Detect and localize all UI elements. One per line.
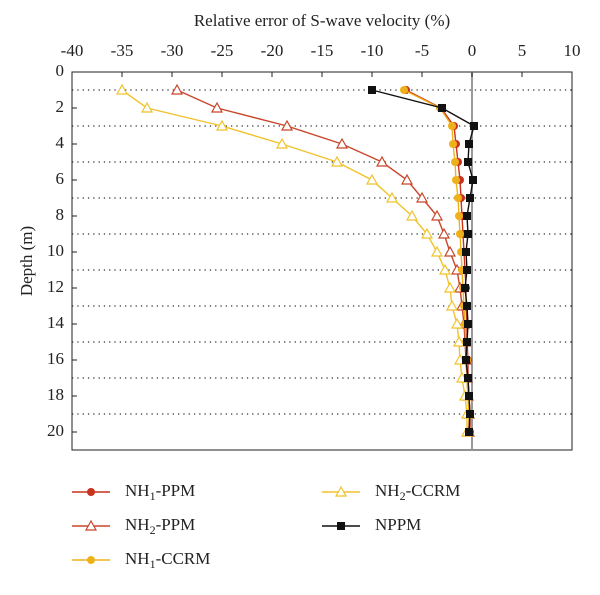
data-point xyxy=(464,158,472,166)
data-point xyxy=(465,428,473,436)
data-point xyxy=(400,173,414,185)
legend-marker xyxy=(334,485,348,497)
data-point xyxy=(420,227,434,239)
data-point xyxy=(465,140,473,148)
series-line xyxy=(176,89,470,432)
data-point xyxy=(275,137,289,149)
y-tick-label: 6 xyxy=(56,169,65,188)
data-point xyxy=(463,302,471,310)
y-tick-label: 20 xyxy=(47,421,64,440)
data-point xyxy=(448,122,456,130)
y-tick-label: 2 xyxy=(56,97,65,116)
y-tick-label: 4 xyxy=(56,133,65,152)
legend-marker xyxy=(87,488,95,496)
data-point xyxy=(451,158,459,166)
x-tick-label: -5 xyxy=(415,41,429,60)
y-tick-label: 18 xyxy=(47,385,64,404)
y-tick-label: 10 xyxy=(47,241,64,260)
data-point xyxy=(464,320,472,328)
data-point xyxy=(462,356,470,364)
legend-label: NH2-CCRM xyxy=(375,481,460,503)
data-point xyxy=(140,101,154,113)
data-point xyxy=(463,266,471,274)
data-point xyxy=(170,83,184,95)
legend-marker xyxy=(87,556,95,564)
data-point xyxy=(469,176,477,184)
y-axis-label: Depth (m) xyxy=(17,226,36,296)
data-point xyxy=(449,140,457,148)
data-point xyxy=(470,122,478,130)
data-point xyxy=(375,155,389,167)
data-point xyxy=(430,209,444,221)
data-point xyxy=(415,191,429,203)
data-point xyxy=(215,119,229,131)
data-point xyxy=(455,212,463,220)
x-tick-label: 10 xyxy=(564,41,581,60)
data-point xyxy=(463,338,471,346)
x-tick-label: -35 xyxy=(111,41,134,60)
data-point xyxy=(330,155,344,167)
y-tick-label: 8 xyxy=(56,205,65,224)
data-point xyxy=(464,374,472,382)
legend-label: NPPM xyxy=(375,515,421,534)
data-point xyxy=(450,317,464,329)
legend-label: NH2-PPM xyxy=(125,515,195,537)
data-point xyxy=(365,173,379,185)
legend-label: NH1-CCRM xyxy=(125,549,210,571)
data-point xyxy=(452,176,460,184)
data-point xyxy=(464,230,472,238)
plot-frame xyxy=(71,71,573,451)
legend-marker xyxy=(337,522,345,530)
x-tick-label: -40 xyxy=(61,41,84,60)
chart-title: Relative error of S-wave velocity (%) xyxy=(194,11,450,30)
legend-label: NH1-PPM xyxy=(125,481,195,503)
data-point xyxy=(280,119,294,131)
data-point xyxy=(465,392,473,400)
x-tick-label: -10 xyxy=(361,41,384,60)
data-point xyxy=(400,86,408,94)
data-point xyxy=(461,284,469,292)
data-point xyxy=(437,227,451,239)
x-tick-label: 5 xyxy=(518,41,527,60)
data-point xyxy=(445,299,459,311)
y-tick-label: 12 xyxy=(47,277,64,296)
data-point xyxy=(405,209,419,221)
y-tick-label: 16 xyxy=(47,349,64,368)
data-point xyxy=(466,410,474,418)
data-point xyxy=(368,86,376,94)
series-line xyxy=(121,89,468,432)
x-tick-label: 0 xyxy=(468,41,477,60)
data-point xyxy=(443,281,457,293)
data-point xyxy=(456,230,464,238)
y-tick-label: 14 xyxy=(47,313,65,332)
data-point xyxy=(466,194,474,202)
data-point xyxy=(454,194,462,202)
data-point xyxy=(438,104,446,112)
data-point xyxy=(115,83,129,95)
x-tick-label: -30 xyxy=(161,41,184,60)
data-point xyxy=(430,245,444,257)
data-point xyxy=(335,137,349,149)
data-point xyxy=(210,101,224,113)
x-tick-label: -15 xyxy=(311,41,334,60)
data-point xyxy=(385,191,399,203)
data-point xyxy=(462,248,470,256)
y-tick-label: 0 xyxy=(56,61,65,80)
data-point xyxy=(438,263,452,275)
legend-marker xyxy=(84,519,98,531)
x-tick-label: -20 xyxy=(261,41,284,60)
data-point xyxy=(452,335,466,347)
data-point xyxy=(443,245,457,257)
data-point xyxy=(463,212,471,220)
x-tick-label: -25 xyxy=(211,41,234,60)
